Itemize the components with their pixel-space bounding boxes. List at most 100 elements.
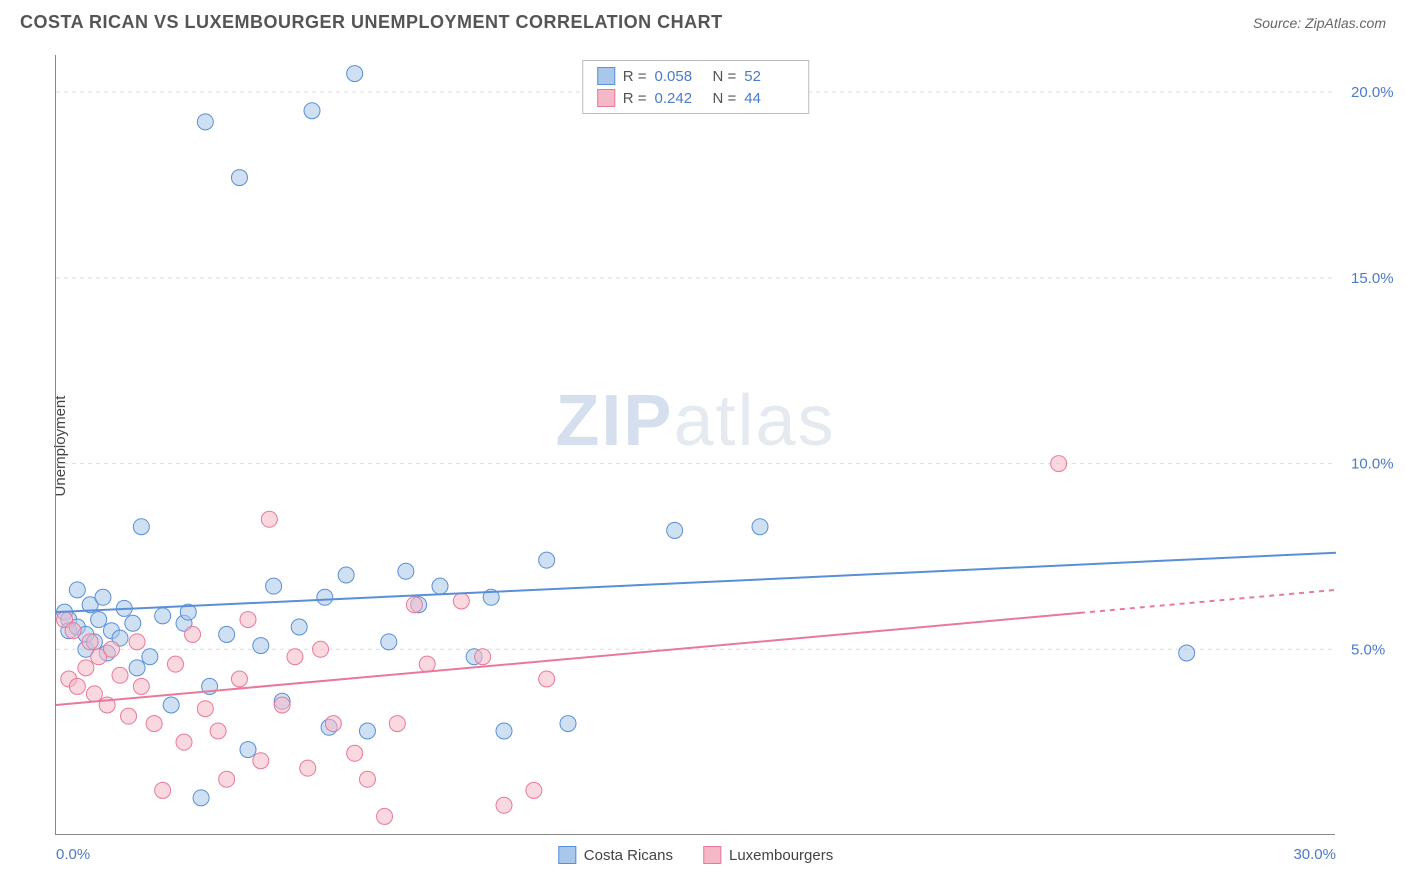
data-point — [240, 742, 256, 758]
data-point — [667, 522, 683, 538]
data-point — [112, 667, 128, 683]
data-point — [163, 697, 179, 713]
source-prefix: Source: — [1253, 15, 1305, 31]
data-point — [389, 716, 405, 732]
data-point — [219, 771, 235, 787]
legend-swatch — [597, 67, 615, 85]
data-point — [432, 578, 448, 594]
data-point — [287, 649, 303, 665]
legend-stats: R = 0.058 N = 52 R = 0.242 N = 44 — [582, 60, 810, 114]
data-point — [359, 771, 375, 787]
data-point — [253, 638, 269, 654]
data-point — [300, 760, 316, 776]
data-point — [347, 745, 363, 761]
legend-series-name: Luxembourgers — [729, 847, 833, 864]
data-point — [261, 511, 277, 527]
legend-n-value: 52 — [744, 68, 794, 85]
data-point — [197, 701, 213, 717]
data-point — [313, 641, 329, 657]
legend-r-label: R = — [623, 68, 647, 85]
data-point — [539, 552, 555, 568]
x-tick-label: 30.0% — [1293, 846, 1336, 863]
chart-header: COSTA RICAN VS LUXEMBOURGER UNEMPLOYMENT… — [0, 0, 1406, 41]
data-point — [539, 671, 555, 687]
data-point — [146, 716, 162, 732]
legend-stat-row: R = 0.242 N = 44 — [597, 87, 795, 109]
y-tick-label: 15.0% — [1351, 270, 1394, 287]
data-point — [291, 619, 307, 635]
data-point — [103, 641, 119, 657]
legend-series-item: Luxembourgers — [703, 846, 833, 864]
data-point — [1051, 456, 1067, 472]
data-point — [82, 634, 98, 650]
data-point — [560, 716, 576, 732]
data-point — [398, 563, 414, 579]
data-point — [129, 660, 145, 676]
data-point — [125, 615, 141, 631]
legend-r-value: 0.058 — [655, 68, 705, 85]
legend-n-label: N = — [713, 90, 737, 107]
data-point — [197, 114, 213, 130]
plot-svg: 5.0%10.0%15.0%20.0%0.0%30.0% — [56, 55, 1335, 834]
legend-n-label: N = — [713, 68, 737, 85]
data-point — [526, 782, 542, 798]
data-point — [69, 582, 85, 598]
data-point — [133, 678, 149, 694]
data-point — [453, 593, 469, 609]
data-point — [496, 723, 512, 739]
data-point — [231, 671, 247, 687]
data-point — [121, 708, 137, 724]
data-point — [253, 753, 269, 769]
legend-swatch — [558, 846, 576, 864]
data-point — [406, 597, 422, 613]
data-point — [219, 626, 235, 642]
legend-r-value: 0.242 — [655, 90, 705, 107]
data-point — [1179, 645, 1195, 661]
legend-r-label: R = — [623, 90, 647, 107]
data-point — [129, 634, 145, 650]
data-point — [78, 660, 94, 676]
data-point — [69, 678, 85, 694]
data-point — [359, 723, 375, 739]
source-attribution: Source: ZipAtlas.com — [1253, 15, 1386, 31]
legend-n-value: 44 — [744, 90, 794, 107]
data-point — [377, 808, 393, 824]
data-point — [86, 686, 102, 702]
data-point — [304, 103, 320, 119]
legend-series-item: Costa Ricans — [558, 846, 673, 864]
chart-plot-area: ZIPatlas 5.0%10.0%15.0%20.0%0.0%30.0% R … — [55, 55, 1335, 835]
trend-line — [56, 553, 1336, 612]
data-point — [240, 612, 256, 628]
y-tick-label: 10.0% — [1351, 456, 1394, 473]
legend-swatch — [703, 846, 721, 864]
data-point — [142, 649, 158, 665]
data-point — [91, 612, 107, 628]
data-point — [419, 656, 435, 672]
data-point — [155, 608, 171, 624]
data-point — [347, 66, 363, 82]
data-point — [231, 170, 247, 186]
data-point — [167, 656, 183, 672]
source-name: ZipAtlas.com — [1305, 15, 1386, 31]
data-point — [193, 790, 209, 806]
x-tick-label: 0.0% — [56, 846, 90, 863]
data-point — [475, 649, 491, 665]
data-point — [95, 589, 111, 605]
data-point — [317, 589, 333, 605]
data-point — [266, 578, 282, 594]
legend-stat-row: R = 0.058 N = 52 — [597, 65, 795, 87]
data-point — [133, 519, 149, 535]
data-point — [338, 567, 354, 583]
chart-title: COSTA RICAN VS LUXEMBOURGER UNEMPLOYMENT… — [20, 12, 723, 33]
trend-line — [56, 613, 1080, 705]
data-point — [210, 723, 226, 739]
data-point — [65, 623, 81, 639]
data-point — [752, 519, 768, 535]
data-point — [325, 716, 341, 732]
trend-line-extrapolated — [1080, 590, 1336, 613]
legend-series-name: Costa Ricans — [584, 847, 673, 864]
data-point — [185, 626, 201, 642]
y-tick-label: 20.0% — [1351, 84, 1394, 101]
data-point — [496, 797, 512, 813]
legend-swatch — [597, 89, 615, 107]
